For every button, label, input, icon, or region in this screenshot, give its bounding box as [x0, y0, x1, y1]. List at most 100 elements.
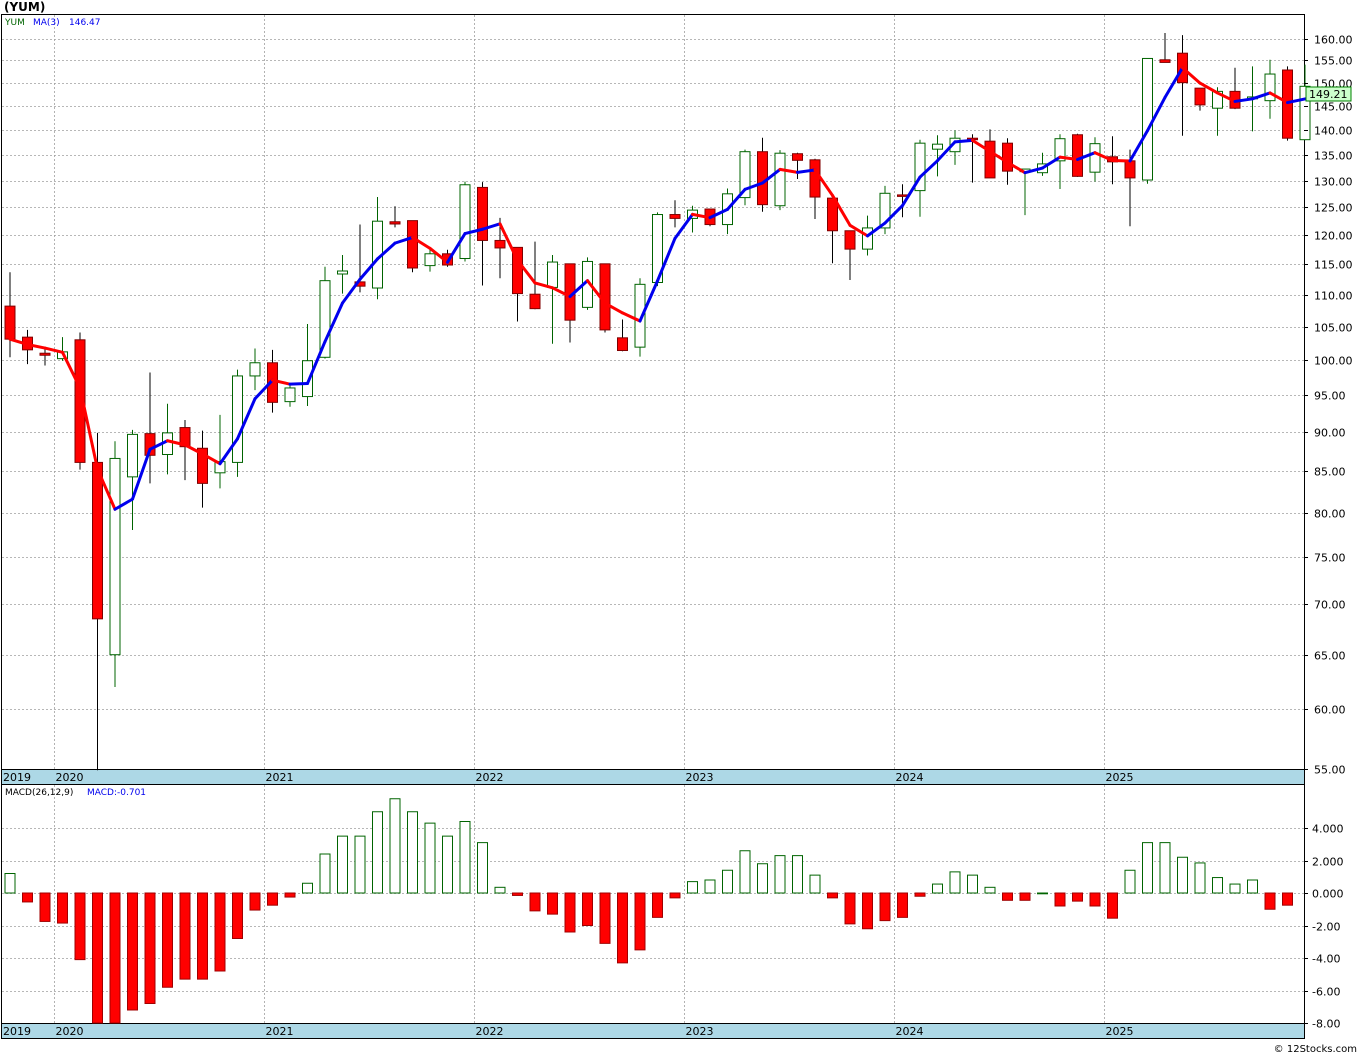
ma-segment — [1216, 91, 1237, 103]
macd-axis: -8.00 -6.00 -4.00 -2.00 0.000 2.000 4.000 — [1304, 823, 1344, 1031]
macd-bar — [1107, 892, 1118, 919]
ma-segment — [26, 342, 47, 350]
macd-bar — [319, 853, 331, 894]
ma-segment — [1233, 97, 1254, 103]
ma-segment — [1251, 91, 1272, 101]
ma-segment — [463, 227, 484, 236]
price-tick-label: 140.00 — [1314, 125, 1353, 138]
ma-segment — [306, 340, 327, 385]
macd-bar — [127, 892, 138, 1011]
candle — [109, 441, 121, 688]
candle-body — [319, 280, 331, 358]
macd-bar — [949, 871, 961, 894]
candle-body — [389, 221, 401, 225]
candle — [284, 382, 296, 407]
macd-bar — [372, 811, 383, 894]
candle-body — [757, 151, 768, 206]
candle-body — [617, 337, 628, 352]
candle — [232, 369, 243, 477]
macd-bar — [687, 881, 698, 894]
candle-body — [1072, 134, 1083, 177]
ma-segment — [796, 168, 817, 174]
ma-segment — [1286, 97, 1307, 105]
macd-bar — [967, 874, 978, 894]
price-tick-label: 70.00 — [1314, 599, 1346, 612]
macd-year-labels: 2019 2020 2021 2022 2023 2024 2025 — [3, 1025, 1134, 1038]
candle — [127, 429, 138, 530]
ma-segment — [1023, 166, 1044, 175]
ma-segment — [866, 221, 887, 238]
macd-bar — [197, 892, 208, 980]
ma-segment — [691, 212, 712, 220]
price-gridlines — [2, 15, 1304, 770]
candle — [179, 420, 191, 481]
macd-bar — [844, 892, 856, 925]
ma-segment — [1093, 151, 1114, 162]
price-year-label: 2024 — [896, 771, 924, 784]
price-tick-label: 125.00 — [1314, 202, 1353, 215]
macd-bar — [652, 892, 663, 918]
candle-body — [529, 293, 541, 310]
watermark: © 12Stocks.com — [1274, 1044, 1357, 1055]
macd-bar — [249, 892, 261, 911]
candle-body — [1142, 57, 1153, 181]
macd-bar — [1124, 869, 1136, 894]
ma-segment — [708, 207, 729, 220]
candle — [249, 348, 261, 391]
ma-segment — [393, 235, 414, 245]
price-tick-label: 160.00 — [1314, 34, 1353, 47]
candle-body — [792, 153, 803, 161]
candle-body — [232, 375, 243, 463]
macd-year-label: 2025 — [1106, 1025, 1134, 1038]
ma-segment — [96, 467, 117, 511]
candle-body — [302, 360, 313, 398]
macd-year-label: 2023 — [686, 1025, 714, 1038]
price-tick-label: 135.00 — [1314, 150, 1353, 163]
macd-label: MACD(26,12,9) — [5, 788, 73, 798]
candle-body — [92, 461, 103, 620]
ma-segment — [988, 149, 1009, 164]
candle — [949, 130, 961, 165]
candle — [879, 185, 891, 235]
ma-segment — [726, 187, 747, 211]
macd-bar — [477, 842, 488, 894]
candle — [774, 150, 786, 211]
candle-body — [984, 140, 996, 179]
candle-body — [284, 387, 296, 403]
macd-bar — [74, 892, 86, 961]
macd-bar — [232, 892, 243, 939]
macd-bar — [337, 835, 348, 894]
ma3-line — [8, 66, 1307, 511]
candle — [669, 200, 681, 228]
symbol-title: (YUM) — [4, 0, 45, 14]
ma-segment — [253, 378, 274, 401]
ma-segment — [1146, 95, 1167, 133]
candle-body — [862, 227, 873, 250]
macd-bar — [1159, 842, 1171, 894]
candle — [617, 319, 628, 352]
candle — [792, 152, 803, 179]
ma-segment — [586, 279, 607, 305]
macd-bar — [827, 892, 838, 899]
ma-segment — [376, 241, 397, 261]
macd-bar — [179, 892, 191, 980]
candle-body — [547, 261, 558, 288]
ma-segment — [61, 350, 82, 390]
candle-body — [39, 352, 51, 356]
macd-bar — [1037, 892, 1048, 895]
macd-bar — [162, 892, 173, 988]
ma-segment — [743, 181, 764, 191]
candle-body — [1054, 138, 1066, 162]
candle-body — [1194, 87, 1206, 106]
price-tick-label: 75.00 — [1314, 552, 1346, 565]
ma-segment — [1058, 155, 1079, 161]
ma-segment — [358, 257, 379, 281]
candle-body — [127, 433, 138, 478]
ma-segment — [481, 222, 502, 231]
macd-bar — [722, 869, 733, 894]
macd-bar — [599, 892, 611, 944]
ma-segment — [551, 286, 572, 298]
price-tick-label: 105.00 — [1314, 322, 1353, 335]
candle — [337, 254, 348, 294]
macd-bar — [634, 892, 646, 951]
